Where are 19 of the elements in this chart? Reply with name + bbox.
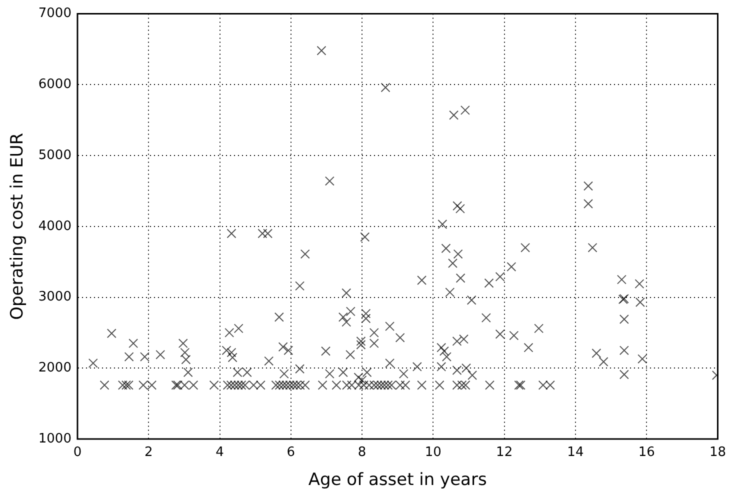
x-tick-label: 6 xyxy=(286,445,296,460)
x-axis-title: Age of asset in years xyxy=(308,470,487,490)
y-axis-title: Operating cost in EUR xyxy=(8,132,28,320)
y-tick-label: 7000 xyxy=(38,6,72,22)
y-tick-label: 4000 xyxy=(38,218,72,234)
y-tick-label: 3000 xyxy=(38,290,72,305)
y-tick-label: 5000 xyxy=(38,148,72,163)
x-tick-label: 16 xyxy=(638,445,655,460)
x-tick-label: 8 xyxy=(358,445,366,460)
x-tick-label: 14 xyxy=(567,445,584,460)
y-tick-label: 1000 xyxy=(38,431,72,446)
x-tick-label: 0 xyxy=(73,445,82,460)
y-tick-label: 2000 xyxy=(38,360,72,376)
x-tick-label: 18 xyxy=(709,445,726,460)
x-tick-label: 10 xyxy=(424,445,442,460)
x-tick-label: 12 xyxy=(496,445,513,460)
y-tick-label: 6000 xyxy=(38,77,72,92)
x-tick-label: 2 xyxy=(144,445,153,460)
x-tick-label: 4 xyxy=(216,445,224,460)
